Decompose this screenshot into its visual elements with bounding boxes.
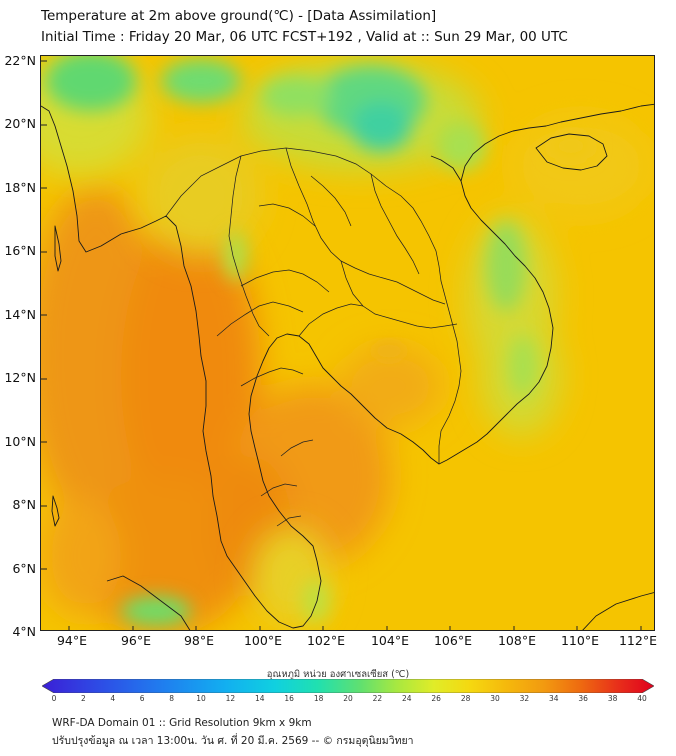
lat-label: 20°N (4, 116, 36, 131)
cold-zones (46, 56, 593, 626)
coastlines (41, 103, 654, 630)
title-line-1: Temperature at 2m above ground(℃) - [Dat… (41, 8, 437, 24)
colorbar-tick-label: 32 (519, 694, 530, 703)
lake-tint (373, 341, 405, 361)
lat-label: 4°N (12, 624, 36, 639)
lat-label: 14°N (4, 307, 36, 322)
colorbar-tick-label: 28 (460, 694, 471, 703)
lat-label: 16°N (4, 243, 36, 258)
lat-label: 22°N (4, 53, 36, 68)
colorbar-tick-label: 16 (284, 694, 294, 703)
title-line-2: Initial Time : Friday 20 Mar, 06 UTC FCS… (41, 29, 568, 45)
colorbar-title: อุณหภูมิ หน่วย องศาเซลเซียส (℃) (266, 669, 410, 680)
axis-ticks (41, 60, 642, 630)
colorbar-tick-label: 2 (81, 694, 86, 703)
lat-label: 6°N (12, 561, 36, 576)
colorbar-tick-label: 38 (607, 694, 618, 703)
colorbar-tick-label: 26 (431, 694, 441, 703)
colorbar-tick-label: 40 (637, 694, 647, 703)
lat-label: 18°N (4, 180, 36, 195)
lon-label: 96°E (120, 633, 152, 648)
colorbar-tick-label: 30 (490, 694, 500, 703)
colorbar-tick-label: 4 (110, 694, 116, 703)
lon-label: 98°E (183, 633, 215, 648)
colorbar-tick-label: 24 (402, 694, 412, 703)
lon-label: 100°E (243, 633, 282, 648)
colorbar-tick-label: 20 (343, 694, 353, 703)
colorbar-tick-label: 8 (169, 694, 174, 703)
colorbar-tick-label: 6 (139, 694, 145, 703)
colorbar-tick-label: 18 (313, 694, 324, 703)
borders (165, 147, 462, 527)
colorbar-tick-label: 0 (51, 694, 57, 703)
figure-title: Temperature at 2m above ground(℃) - [Dat… (41, 6, 661, 48)
lon-label: 112°E (618, 633, 657, 648)
temperature-map[interactable] (40, 55, 655, 631)
lon-label: 110°E (560, 633, 599, 648)
lat-label: 8°N (12, 497, 36, 512)
map-svg (41, 56, 654, 630)
lat-label: 12°N (4, 370, 36, 385)
lon-label: 108°E (497, 633, 536, 648)
footer-line-1: WRF-DA Domain 01 :: Grid Resolution 9km … (52, 717, 312, 729)
lat-label: 10°N (4, 434, 36, 449)
colorbar-fill (41, 678, 655, 694)
lon-label: 106°E (433, 633, 472, 648)
colorbar-tick-label: 12 (225, 694, 236, 703)
colorbar (41, 678, 655, 694)
colorbar-tick-label: 34 (549, 694, 559, 703)
footer-line-2: ปรับปรุงข้อมูล ณ เวลา 13:00น. วัน ศ. ที่… (52, 735, 414, 747)
colorbar-svg (41, 678, 655, 694)
lon-label: 102°E (306, 633, 345, 648)
colorbar-tick-label: 36 (578, 694, 588, 703)
lon-label: 104°E (370, 633, 409, 648)
colorbar-tick-label: 10 (196, 694, 206, 703)
lon-label: 94°E (56, 633, 88, 648)
colorbar-tick-label: 22 (372, 694, 383, 703)
colorbar-tick-label: 14 (255, 694, 265, 703)
